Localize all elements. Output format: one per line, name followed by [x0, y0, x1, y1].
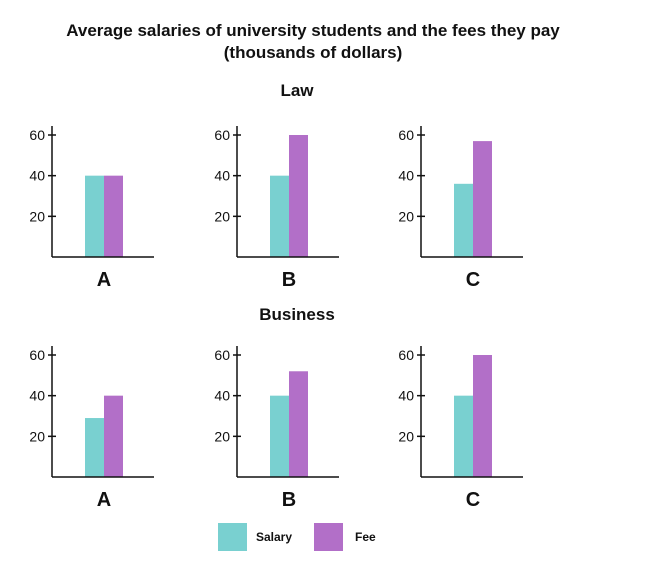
x-category-label: B — [282, 489, 296, 511]
bar-business-b-fee — [289, 371, 308, 477]
y-tick-label: 20 — [398, 428, 414, 444]
y-tick-label: 60 — [214, 127, 230, 143]
y-tick-label: 60 — [29, 347, 45, 363]
y-tick-label: 40 — [398, 168, 414, 184]
chart-subtitle: (thousands of dollars) — [224, 43, 403, 62]
y-tick-label: 40 — [214, 168, 230, 184]
y-tick-label: 60 — [398, 127, 414, 143]
bar-law-c-fee — [473, 141, 492, 257]
group-title-law: Law — [280, 81, 314, 100]
group-title-business: Business — [259, 305, 335, 324]
y-tick-label: 20 — [29, 428, 45, 444]
bar-business-b-salary — [270, 395, 289, 477]
bar-law-a-fee — [104, 175, 123, 257]
bar-law-c-salary — [454, 183, 473, 257]
x-category-label: C — [466, 269, 480, 291]
y-tick-label: 20 — [214, 208, 230, 224]
bar-law-b-salary — [270, 175, 289, 257]
legend-swatch-fee — [314, 523, 343, 551]
bar-law-b-fee — [289, 135, 308, 257]
y-tick-label: 60 — [214, 347, 230, 363]
y-tick-label: 60 — [398, 347, 414, 363]
x-category-label: A — [97, 489, 111, 511]
y-tick-label: 20 — [29, 208, 45, 224]
bar-business-a-fee — [104, 395, 123, 477]
y-tick-label: 40 — [29, 168, 45, 184]
bar-business-c-salary — [454, 395, 473, 477]
y-tick-label: 40 — [29, 388, 45, 404]
x-category-label: A — [97, 269, 111, 291]
legend-swatch-salary — [218, 523, 247, 551]
y-tick-label: 20 — [214, 428, 230, 444]
y-tick-label: 40 — [214, 388, 230, 404]
y-tick-label: 20 — [398, 208, 414, 224]
x-category-label: B — [282, 269, 296, 291]
legend-label-fee: Fee — [355, 530, 376, 544]
y-tick-label: 40 — [398, 388, 414, 404]
x-category-label: C — [466, 489, 480, 511]
legend-label-salary: Salary — [256, 530, 292, 544]
bar-business-a-salary — [85, 418, 104, 477]
bar-business-c-fee — [473, 355, 492, 477]
y-tick-label: 60 — [29, 127, 45, 143]
chart-title: Average salaries of university students … — [66, 21, 560, 40]
bar-law-a-salary — [85, 175, 104, 257]
